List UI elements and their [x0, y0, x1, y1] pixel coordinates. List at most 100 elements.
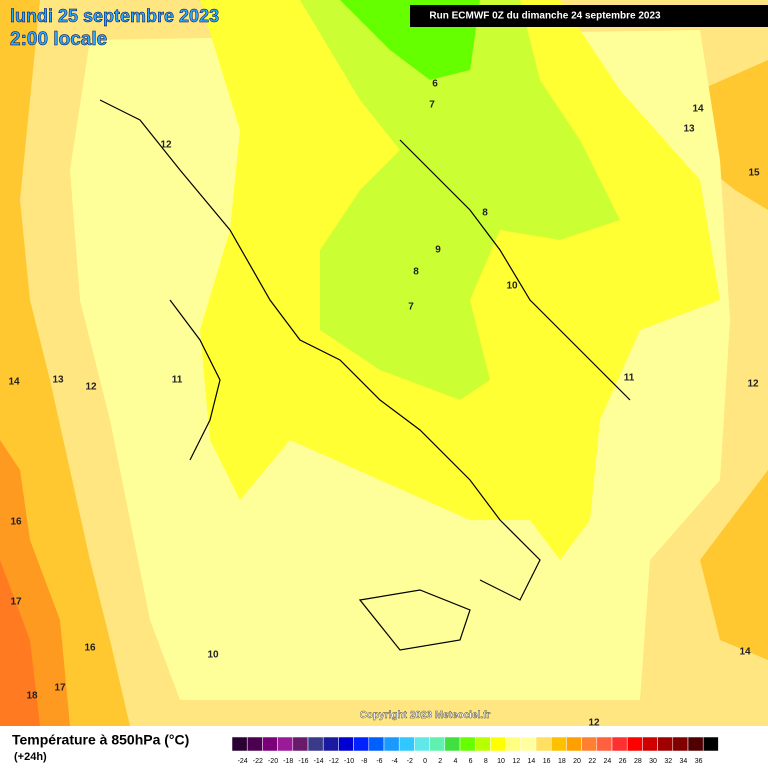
legend-label: 6	[469, 758, 473, 765]
legend-label: 22	[588, 758, 596, 765]
contour-label: 15	[748, 168, 760, 179]
legend-swatch	[566, 736, 582, 752]
copyright: Copyright 2023 Meteociel.fr	[360, 710, 491, 721]
legend-label: -4	[392, 758, 398, 765]
legend-swatch	[429, 736, 446, 752]
coastline	[99, 99, 631, 651]
legend-label: 30	[649, 758, 657, 765]
legend-swatch	[642, 736, 658, 752]
run-info: Run ECMWF 0Z du dimanche 24 septembre 20…	[429, 11, 661, 22]
legend-label: 10	[497, 758, 505, 765]
contour-label: 14	[692, 104, 704, 115]
legend-swatch	[474, 736, 491, 752]
legend-label: -6	[376, 758, 382, 765]
contour-label: 8	[413, 267, 419, 278]
legend-label: -18	[283, 758, 293, 765]
legend: -24 -22 -20 -18 -16 -14 -12 -10 -8 -6 -4 -2 0 2 4 6 8 10 1…	[231, 736, 719, 765]
contour-label: 11	[172, 375, 183, 386]
legend-swatch	[368, 736, 385, 752]
legend-swatch	[535, 736, 552, 752]
contour-label: 9	[435, 245, 441, 256]
contour-label: 16	[84, 643, 96, 654]
legend-label: 34	[680, 758, 688, 765]
legend-swatch	[338, 736, 354, 752]
legend-swatch	[520, 736, 537, 752]
legend-swatch	[398, 736, 415, 752]
legend-swatch	[292, 736, 309, 752]
legend-label: 24	[604, 758, 612, 765]
contour-label: 17	[10, 597, 22, 608]
legend-label: 26	[619, 758, 627, 765]
legend-swatch	[702, 736, 719, 752]
legend-label: 18	[558, 758, 566, 765]
legend-swatch	[231, 736, 248, 752]
legend-label: 14	[528, 758, 536, 765]
contour-label: 12	[85, 382, 97, 393]
contour-label: 12	[160, 140, 172, 151]
contour-label: 13	[52, 375, 64, 386]
legend-label: 0	[423, 758, 427, 765]
contour-label: 14	[739, 647, 751, 658]
legend-label: -20	[268, 758, 278, 765]
date: lundi 25 septembre 2023	[10, 6, 219, 26]
legend-label: -14	[314, 758, 324, 765]
legend-label: 2	[438, 758, 442, 765]
contour-label: 7	[429, 100, 435, 111]
legend-swatch	[444, 736, 461, 752]
contour-label: 10	[506, 281, 518, 292]
contour-label: 11	[624, 373, 635, 384]
legend-swatch	[687, 736, 704, 752]
legend-swatch	[611, 736, 628, 752]
legend-swatch	[277, 736, 294, 752]
legend-label: 8	[484, 758, 488, 765]
legend-swatch	[672, 736, 689, 752]
legend-label: -10	[344, 758, 354, 765]
legend-swatch	[353, 736, 370, 752]
contour-label: 10	[207, 650, 219, 661]
legend-swatch	[490, 736, 506, 752]
contour-label: 6	[432, 79, 438, 90]
legend-swatch	[596, 736, 613, 752]
legend-label: 32	[664, 758, 672, 765]
legend-label: 20	[573, 758, 581, 765]
legend-label: -24	[238, 758, 248, 765]
legend-label: 12	[512, 758, 520, 765]
contour-label: 13	[683, 124, 695, 135]
legend-label: -16	[298, 758, 308, 765]
contour-label: 12	[588, 718, 600, 729]
legend-swatch	[626, 736, 643, 752]
legend-label: 4	[453, 758, 457, 765]
warm-area	[0, 560, 40, 726]
legend-label: -8	[361, 758, 367, 765]
legend-swatch	[307, 736, 324, 752]
legend-swatch	[505, 736, 522, 752]
contour-label: 16	[10, 517, 22, 528]
legend-swatch	[550, 736, 567, 752]
legend-label: 16	[543, 758, 551, 765]
legend-label: 36	[695, 758, 703, 765]
legend-label: 28	[634, 758, 642, 765]
legend-label: -2	[407, 758, 413, 765]
footer-subtitle: (+24h)	[14, 751, 47, 763]
legend-swatch	[262, 736, 278, 752]
contour-label: 17	[54, 683, 66, 694]
warm-area	[0, 0, 70, 726]
legend-swatch	[246, 736, 263, 752]
legend-label: -12	[329, 758, 339, 765]
run-bar	[410, 5, 768, 27]
contour-labels: 6 7 8 9 8 7 10 11 12 14 13 15 14 13 12 11 12 16 17 16 17 18 10…	[8, 79, 760, 729]
legend-swatch	[322, 736, 339, 752]
contour-label: 18	[26, 691, 38, 702]
legend-label: -22	[253, 758, 263, 765]
contour-label: 14	[8, 377, 20, 388]
contour-label: 8	[482, 208, 488, 219]
contour-label: 7	[408, 302, 414, 313]
time: 2:00 locale	[10, 29, 107, 50]
contour-label: 12	[747, 379, 759, 390]
legend-swatch	[459, 736, 476, 752]
footer-title: Température à 850hPa (°C)	[12, 732, 189, 748]
legend-swatch	[581, 736, 598, 752]
legend-swatch	[657, 736, 674, 752]
